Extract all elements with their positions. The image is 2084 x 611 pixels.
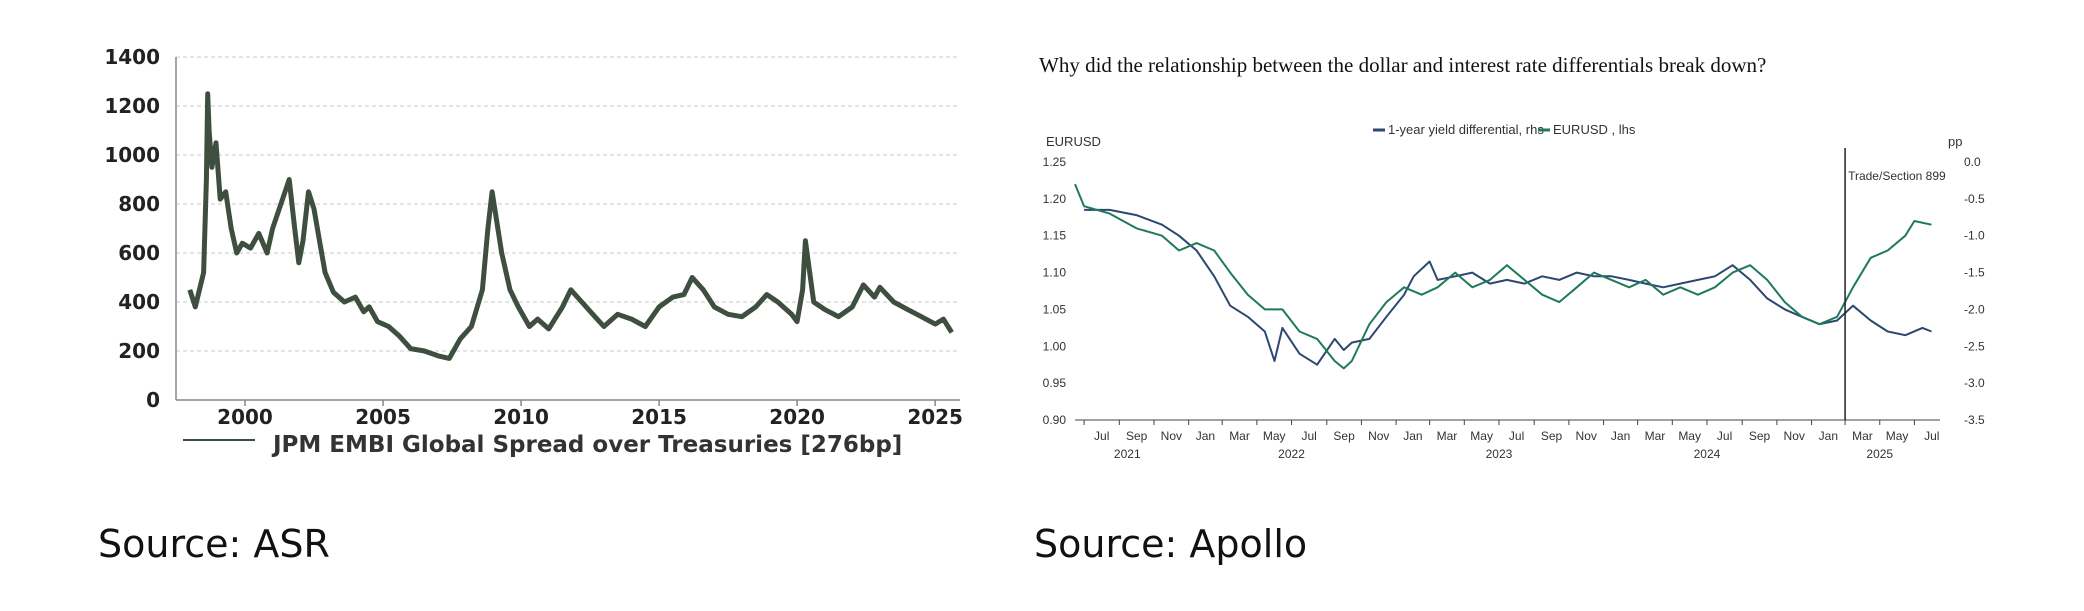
eurusd-month-label: Mar <box>1852 429 1873 443</box>
eurusd-month-label: Jul <box>1094 429 1109 443</box>
embi-x-axis: 2000 2005 2010 2015 2020 2025 <box>217 400 963 429</box>
eurusd-left-tick-label: 0.90 <box>1043 413 1067 427</box>
eurusd-right-tick-label: -3.0 <box>1964 376 1985 390</box>
eurusd-left-axis: 0.90 0.95 1.00 1.05 1.10 1.15 1.20 1.25 <box>1043 155 1067 427</box>
eurusd-month-label: Jul <box>1924 429 1939 443</box>
eurusd-right-tick-label: -2.0 <box>1964 302 1985 316</box>
eurusd-month-label: Jul <box>1301 429 1316 443</box>
eurusd-left-tick-label: 1.10 <box>1043 266 1067 280</box>
eurusd-left-tick-label: 1.15 <box>1043 229 1067 243</box>
trade-section-899-label: Trade/Section 899 <box>1848 169 1946 183</box>
eurusd-right-axis-label: pp <box>1948 134 1962 149</box>
eurusd-month-label: Jan <box>1819 429 1838 443</box>
embi-x-tick-label: 2025 <box>907 405 963 429</box>
eurusd-month-label: Mar <box>1437 429 1458 443</box>
eurusd-year-label: 2022 <box>1278 447 1305 461</box>
source-asr: Source: ASR <box>98 522 330 566</box>
embi-y-tick-label: 400 <box>118 290 160 314</box>
eurusd-year-label: 2023 <box>1486 447 1513 461</box>
eurusd-right-axis: -3.5 -3.0 -2.5 -2.0 -1.5 -1.0 -0.5 0.0 <box>1964 155 1985 427</box>
eurusd-year-label: 2021 <box>1114 447 1141 461</box>
yield-differential-series-line <box>1084 208 1932 366</box>
eurusd-left-tick-label: 1.20 <box>1043 192 1067 206</box>
eurusd-year-label: 2024 <box>1694 447 1721 461</box>
eurusd-month-label: Sep <box>1126 429 1148 443</box>
legend-label-yield: 1-year yield differential, rhs <box>1388 122 1544 137</box>
eurusd-chart: Why did the relationship between the dol… <box>1039 53 1985 461</box>
eurusd-right-tick-label: -3.5 <box>1964 413 1985 427</box>
eurusd-month-label: May <box>1886 429 1909 443</box>
embi-legend-label: JPM EMBI Global Spread over Treasuries [… <box>271 432 902 458</box>
eurusd-right-tick-label: -0.5 <box>1964 192 1985 206</box>
eurusd-month-label: May <box>1678 429 1701 443</box>
eurusd-month-label: May <box>1263 429 1286 443</box>
eurusd-year-label: 2025 <box>1866 447 1893 461</box>
eurusd-month-label: Sep <box>1749 429 1771 443</box>
eurusd-month-label: Nov <box>1576 429 1597 443</box>
eurusd-left-axis-label: EURUSD <box>1046 134 1101 149</box>
eurusd-right-tick-label: -1.0 <box>1964 229 1985 243</box>
eurusd-month-label: Mar <box>1229 429 1250 443</box>
eurusd-month-label: Jan <box>1611 429 1630 443</box>
embi-y-tick-label: 0 <box>146 388 160 412</box>
eurusd-series-line <box>1074 183 1932 370</box>
eurusd-right-tick-label: -1.5 <box>1964 266 1985 280</box>
eurusd-right-tick-label: -2.5 <box>1964 339 1985 353</box>
eurusd-month-label: Jul <box>1717 429 1732 443</box>
eurusd-month-label: Mar <box>1645 429 1666 443</box>
source-apollo: Source: Apollo <box>1034 522 1308 566</box>
eurusd-left-tick-label: 1.25 <box>1043 155 1067 169</box>
embi-x-tick-label: 2015 <box>631 405 687 429</box>
eurusd-month-label: Nov <box>1784 429 1805 443</box>
embi-y-tick-label: 200 <box>118 339 160 363</box>
embi-y-tick-label: 600 <box>118 241 160 265</box>
embi-x-tick-label: 2020 <box>769 405 825 429</box>
embi-y-tick-label: 1000 <box>104 143 160 167</box>
eurusd-month-label: Nov <box>1368 429 1389 443</box>
legend-label-eurusd: EURUSD , lhs <box>1553 122 1636 137</box>
embi-x-tick-label: 2010 <box>493 405 549 429</box>
embi-y-axis: 0 200 400 600 800 1000 1200 1400 <box>104 45 160 412</box>
embi-y-tick-label: 1200 <box>104 94 160 118</box>
eurusd-x-axis: Jul Sep Nov Jan Mar May Jul Sep Nov Jan Mar May Jul S… <box>1083 420 1939 461</box>
embi-spread-series-line <box>187 91 954 361</box>
embi-x-tick-label: 2000 <box>217 405 273 429</box>
eurusd-month-label: Nov <box>1161 429 1182 443</box>
eurusd-right-tick-label: 0.0 <box>1964 155 1981 169</box>
embi-gridlines <box>176 56 960 352</box>
eurusd-month-label: Jan <box>1403 429 1422 443</box>
embi-x-tick-label: 2005 <box>355 405 411 429</box>
eurusd-left-tick-label: 1.05 <box>1043 302 1067 316</box>
embi-y-tick-label: 800 <box>118 192 160 216</box>
eurusd-left-tick-label: 1.00 <box>1043 339 1067 353</box>
eurusd-left-tick-label: 0.95 <box>1043 376 1067 390</box>
eurusd-month-label: Sep <box>1333 429 1355 443</box>
eurusd-chart-title: Why did the relationship between the dol… <box>1039 53 1766 77</box>
eurusd-month-label: Sep <box>1541 429 1563 443</box>
eurusd-month-label: Jul <box>1509 429 1524 443</box>
eurusd-month-label: May <box>1470 429 1493 443</box>
embi-y-tick-label: 1400 <box>104 45 160 69</box>
eurusd-month-label: Jan <box>1196 429 1215 443</box>
